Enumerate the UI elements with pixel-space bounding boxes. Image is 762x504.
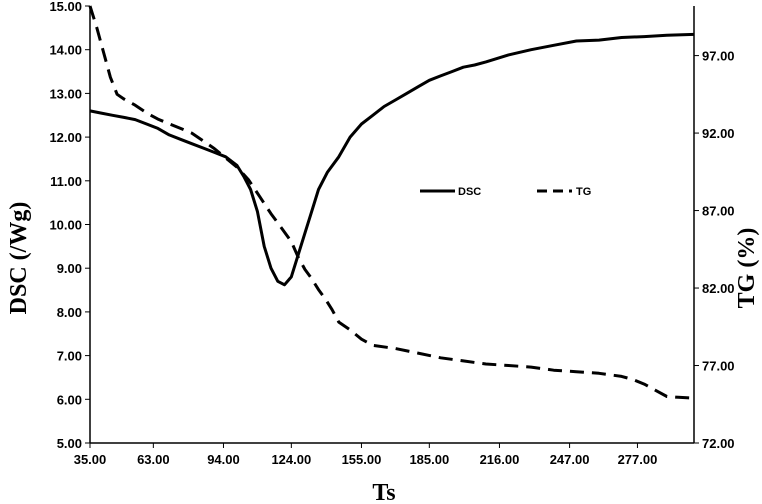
legend: DSC TG	[420, 186, 591, 198]
legend-tg-label: TG	[576, 186, 591, 198]
x-tick-label: 63.00	[137, 452, 170, 467]
tg-series-line	[88, 5, 695, 400]
x-tick-label: 155.00	[342, 452, 382, 467]
x-ticks: 35.00 63.00 94.00 124.00 155.00 185.00 216.00 2…	[74, 443, 658, 467]
left-y-tick-label: 10.00	[49, 218, 82, 233]
x-tick-label: 277.00	[618, 452, 658, 467]
left-y-tick-label: 13.00	[49, 86, 82, 101]
right-y-ticks: 72.00 77.00 82.00 87.00 92.00 97.00	[694, 49, 735, 451]
left-y-tick-label: 9.00	[57, 261, 82, 276]
x-tick-label: 94.00	[207, 452, 240, 467]
left-y-axis-title: DSC (/Wg)	[6, 202, 32, 315]
legend-dsc-label: DSC	[458, 186, 481, 198]
axes	[89, 6, 695, 444]
x-tick-label: 185.00	[409, 452, 449, 467]
right-y-tick-label: 72.00	[702, 436, 735, 451]
left-y-tick-label: 7.00	[57, 349, 82, 364]
left-y-tick-label: 12.00	[49, 130, 82, 145]
x-tick-label: 247.00	[550, 452, 590, 467]
left-y-tick-label: 8.00	[57, 305, 82, 320]
x-tick-label: 124.00	[271, 452, 311, 467]
right-y-axis-title: TG (%)	[734, 228, 760, 309]
left-y-ticks: 5.00 6.00 7.00 8.00 9.00 10.00 11.00 12.00 13.00…	[49, 0, 90, 451]
left-y-tick-label: 5.00	[57, 436, 82, 451]
left-y-tick-label: 11.00	[50, 174, 82, 189]
right-y-tick-label: 92.00	[702, 126, 735, 141]
right-y-tick-label: 87.00	[702, 204, 735, 219]
right-y-tick-label: 97.00	[702, 49, 735, 64]
left-y-tick-label: 6.00	[57, 392, 82, 407]
x-axis-title: Ts	[372, 480, 395, 504]
left-y-tick-label: 15.00	[49, 0, 82, 14]
x-tick-label: 35.00	[74, 452, 107, 467]
dsc-series-line	[89, 32, 695, 287]
x-tick-label: 216.00	[480, 452, 520, 467]
left-y-tick-label: 14.00	[49, 43, 82, 58]
right-y-tick-label: 82.00	[702, 281, 735, 296]
right-y-tick-label: 77.00	[702, 359, 735, 374]
series-layer	[88, 5, 695, 400]
